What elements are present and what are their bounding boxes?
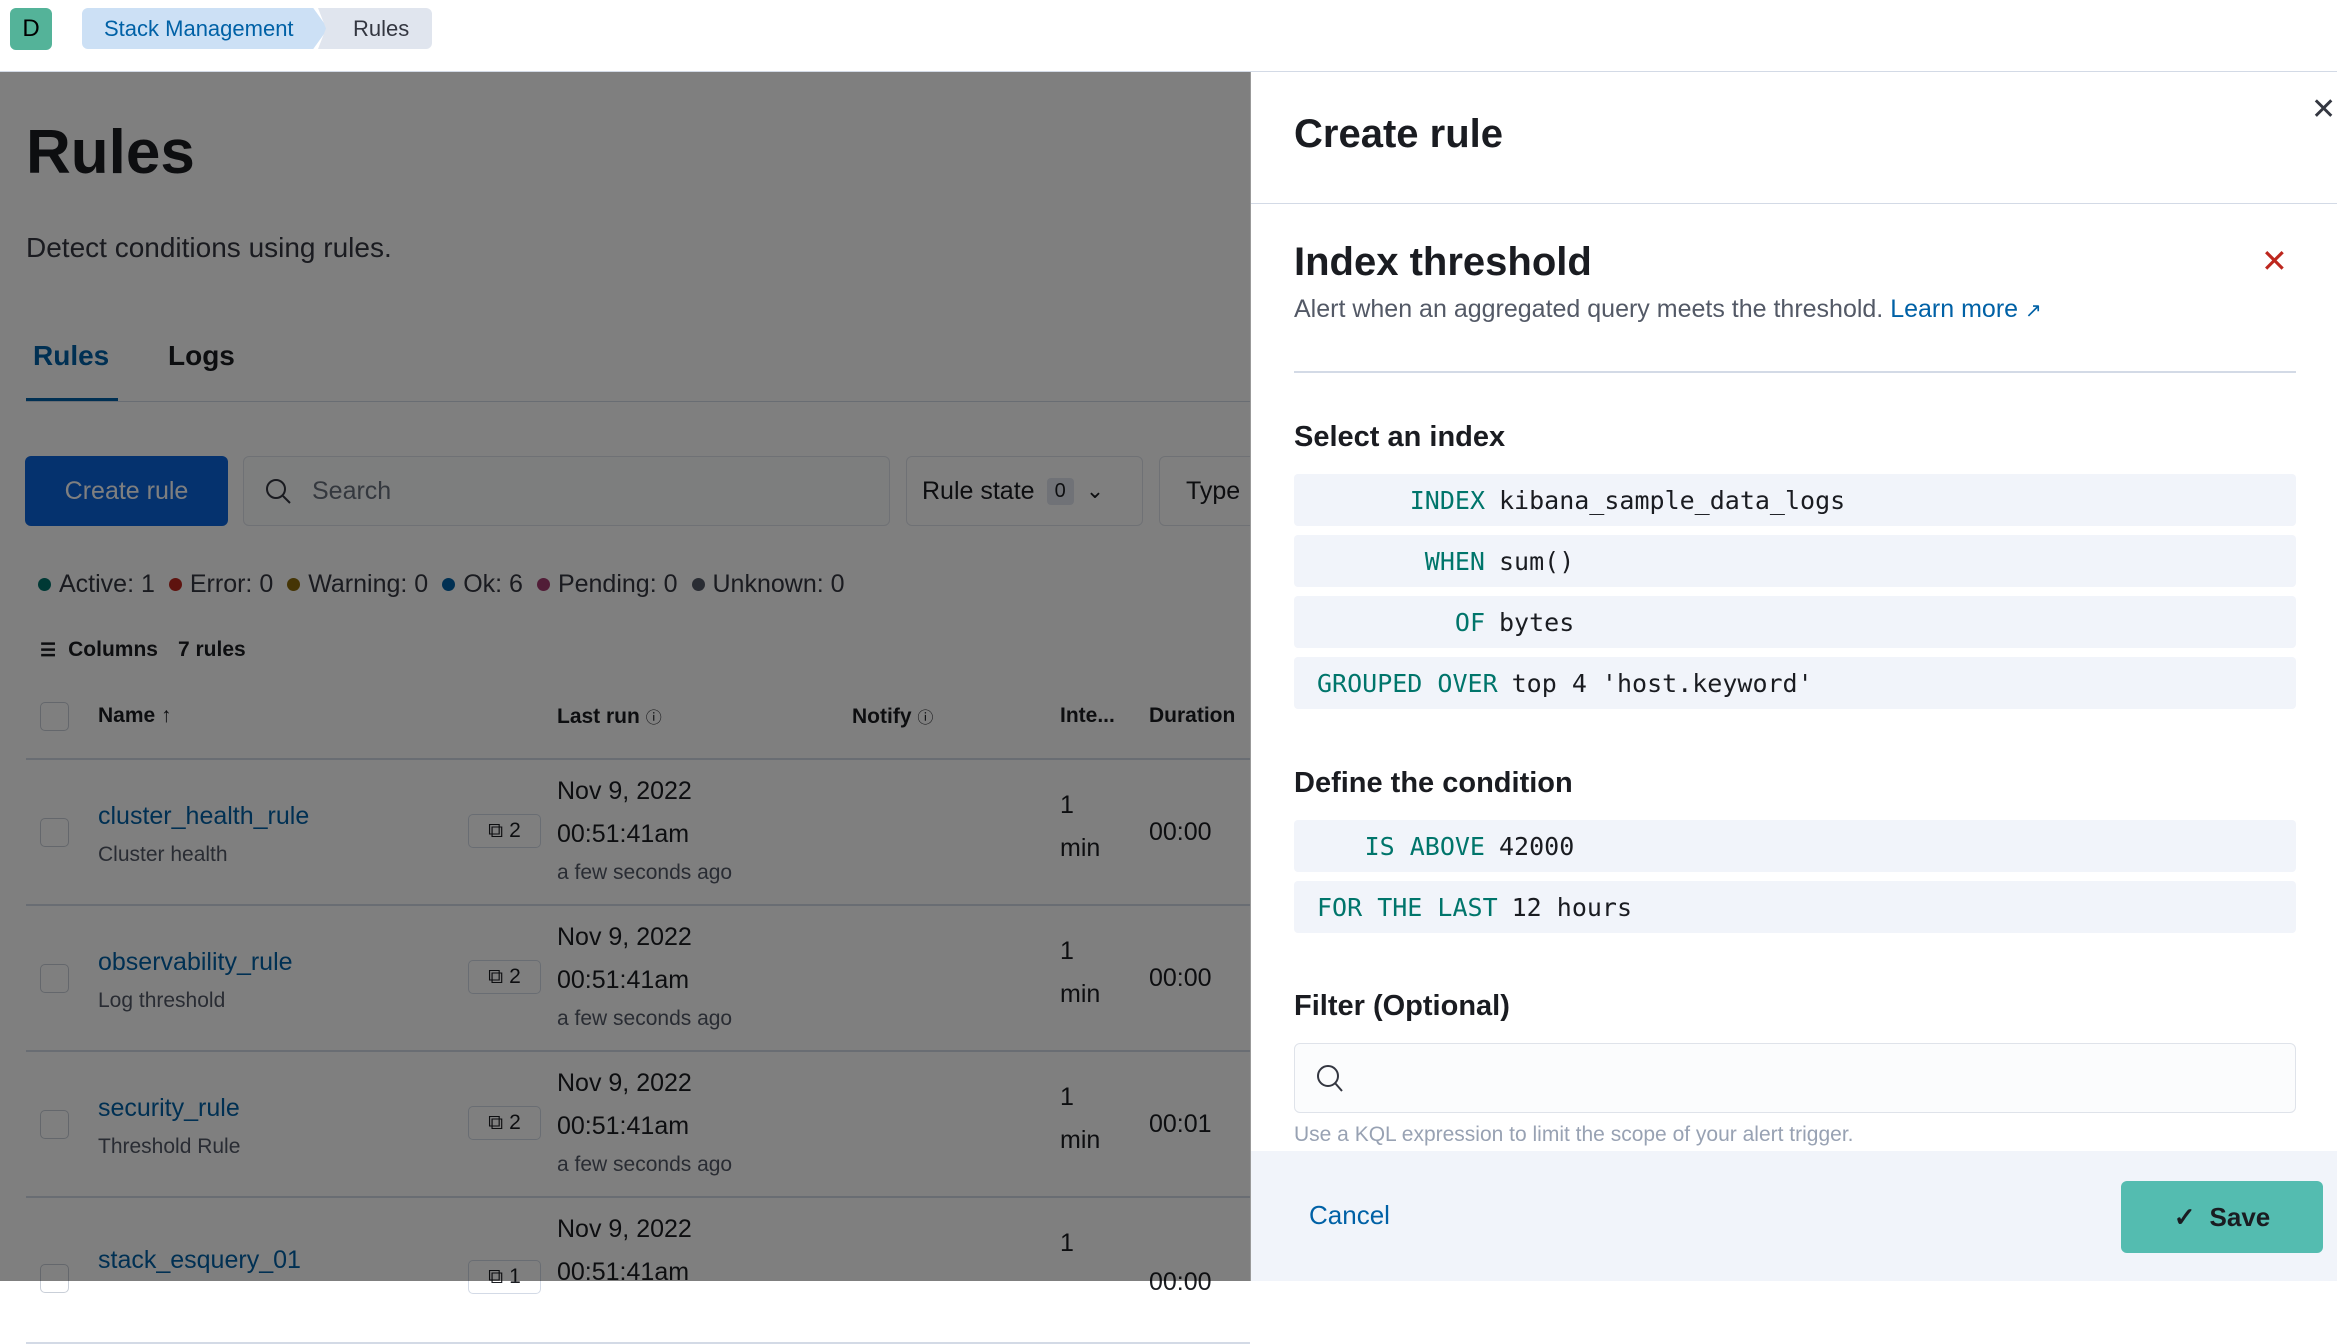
divider xyxy=(1251,203,2337,204)
expression-when[interactable]: WHEN sum() xyxy=(1294,535,2296,587)
breadcrumb-rules: Rules xyxy=(318,8,432,49)
expression-of[interactable]: OF bytes xyxy=(1294,596,2296,648)
divider xyxy=(1294,371,2296,373)
modal-overlay[interactable] xyxy=(0,72,1250,1281)
flyout-footer: Cancel ✓ Save xyxy=(1251,1151,2337,1281)
select-index-heading: Select an index xyxy=(1294,421,1506,453)
remove-rule-type-icon[interactable]: ✕ xyxy=(2261,243,2288,279)
expression-index[interactable]: INDEX kibana_sample_data_logs xyxy=(1294,474,2296,526)
filter-heading: Filter (Optional) xyxy=(1294,990,1510,1022)
search-icon xyxy=(1317,1065,1343,1092)
define-condition-heading: Define the condition xyxy=(1294,767,1573,799)
rule-type-description: Alert when an aggregated query meets the… xyxy=(1294,295,2042,323)
external-link-icon: ↗ xyxy=(2025,300,2042,322)
top-bar: D Stack Management Rules xyxy=(0,0,2337,72)
filter-help-text: Use a KQL expression to limit the scope … xyxy=(1294,1123,1854,1146)
close-flyout-icon[interactable]: ✕ xyxy=(2311,93,2337,126)
breadcrumb-stack-management[interactable]: Stack Management xyxy=(82,8,328,49)
expression-grouped-over[interactable]: GROUPED OVER top 4 'host.keyword' xyxy=(1294,657,2296,709)
create-rule-flyout: Create rule ✕ Index threshold ✕ Alert wh… xyxy=(1250,72,2337,1281)
check-icon: ✓ xyxy=(2173,1201,2196,1232)
rule-type-title: Index threshold xyxy=(1294,240,1592,284)
avatar[interactable]: D xyxy=(10,8,52,50)
flyout-title: Create rule xyxy=(1294,112,1503,156)
filter-input[interactable] xyxy=(1294,1043,2296,1113)
save-button[interactable]: ✓ Save xyxy=(2121,1181,2323,1253)
expression-is-above[interactable]: IS ABOVE 42000 xyxy=(1294,820,2296,872)
learn-more-link[interactable]: Learn more ↗ xyxy=(1890,295,2042,323)
expression-for-the-last[interactable]: FOR THE LAST 12 hours xyxy=(1294,881,2296,933)
cancel-button[interactable]: Cancel xyxy=(1309,1200,1390,1230)
